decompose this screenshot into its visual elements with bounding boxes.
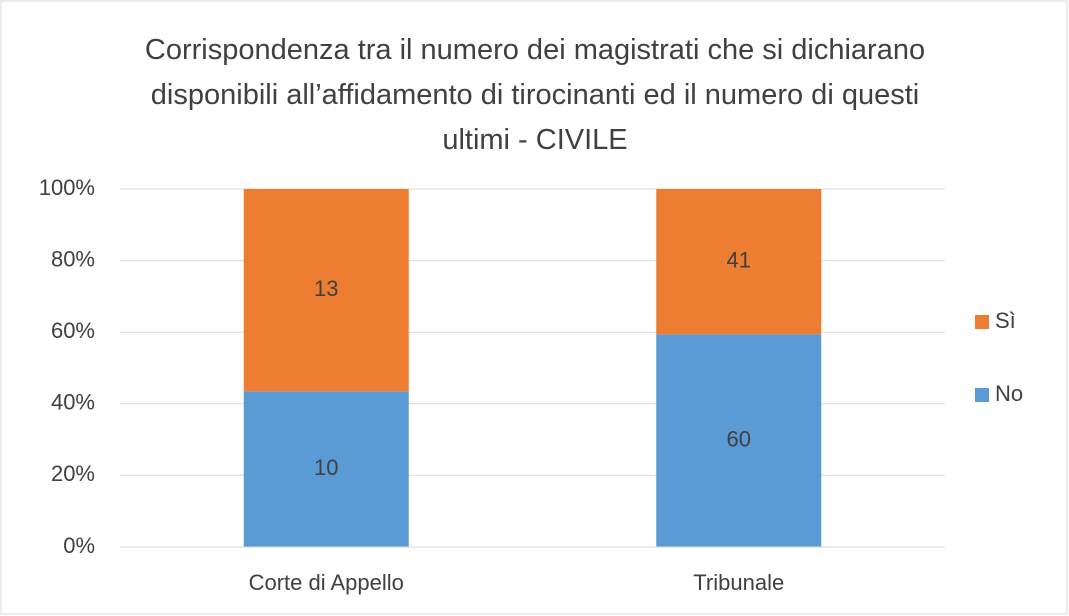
data-label: 41 [727,247,751,272]
bar-segment [656,189,822,335]
legend-label: Sì [995,308,1016,333]
y-tick-label: 100% [39,175,95,200]
x-tick-label: Tribunale [693,570,784,595]
legend-swatch [975,315,989,329]
y-tick-label: 40% [51,390,95,415]
data-label: 13 [314,276,338,301]
bar-segment [243,391,409,547]
chart-title: Corrispondenza tra il numero dei magistr… [144,34,926,156]
y-tick-label: 0% [63,533,95,558]
y-tick-label: 60% [51,318,95,343]
bar-segment [656,334,822,547]
y-tick-label: 80% [51,246,95,271]
data-label: 10 [314,455,338,480]
legend-label: No [995,381,1023,406]
bar-segment [243,189,409,392]
x-tick-label: Corte di Appello [249,570,404,595]
legend-swatch [975,388,989,402]
y-tick-label: 20% [51,461,95,486]
data-label: 60 [727,426,751,451]
